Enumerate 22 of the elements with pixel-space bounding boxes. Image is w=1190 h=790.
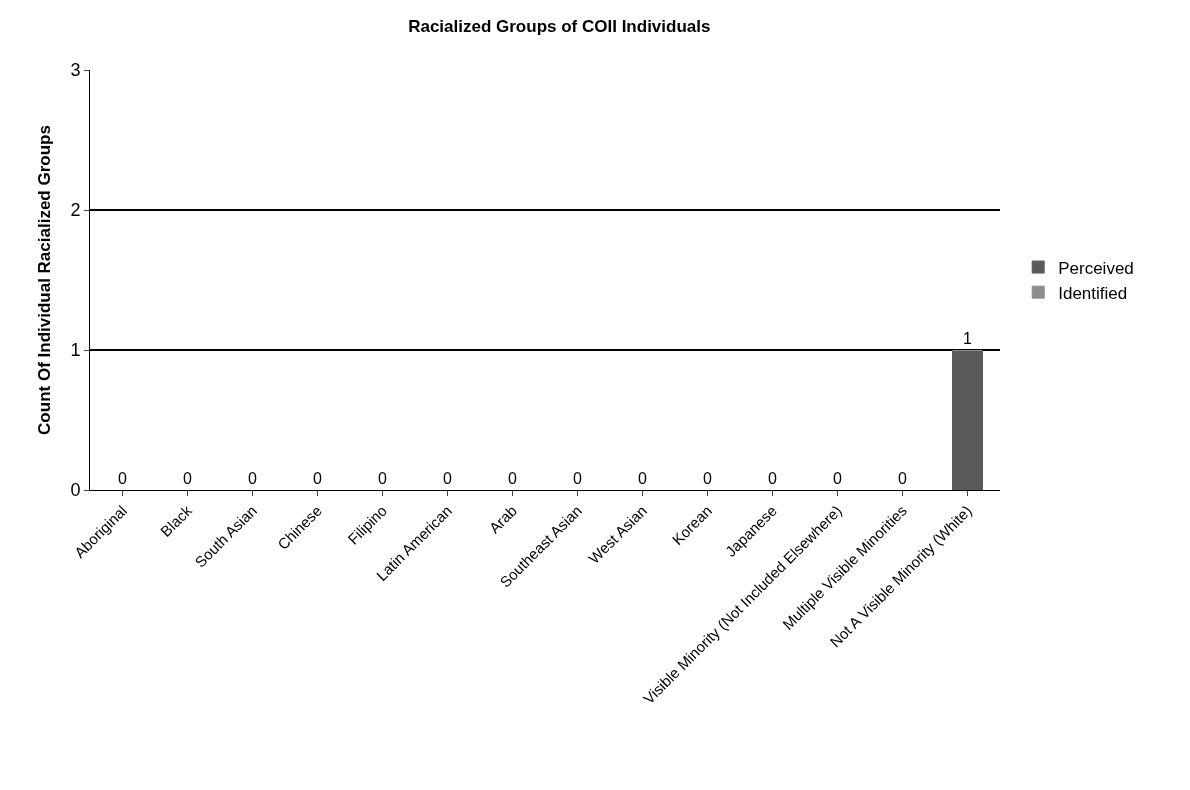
data-label: 0 (573, 470, 583, 487)
data-label: 0 (833, 470, 843, 487)
y-tick-label: 3 (70, 60, 81, 81)
data-label: 0 (898, 470, 908, 487)
data-label: 0 (183, 470, 193, 487)
data-label: 0 (703, 470, 713, 487)
data-label: 0 (118, 470, 128, 487)
y-tick-label: 1 (70, 340, 81, 361)
data-label: 0 (768, 470, 778, 487)
data-label: 0 (443, 470, 453, 487)
legend-label: Perceived (1058, 258, 1134, 278)
legend-label: Identified (1058, 283, 1128, 303)
data-label: 0 (638, 470, 648, 487)
chart-title: Racialized Groups of COII Individuals (408, 16, 711, 36)
y-tick-label: 0 (70, 480, 81, 501)
y-tick-label: 2 (70, 200, 81, 221)
data-label: 0 (508, 470, 518, 487)
data-label: 0 (248, 470, 257, 487)
data-label: 0 (378, 470, 388, 487)
data-label: 0 (313, 470, 322, 487)
y-axis-title: Count Of Individual Racialized Groups (34, 125, 54, 435)
data-label: 1 (963, 330, 973, 347)
